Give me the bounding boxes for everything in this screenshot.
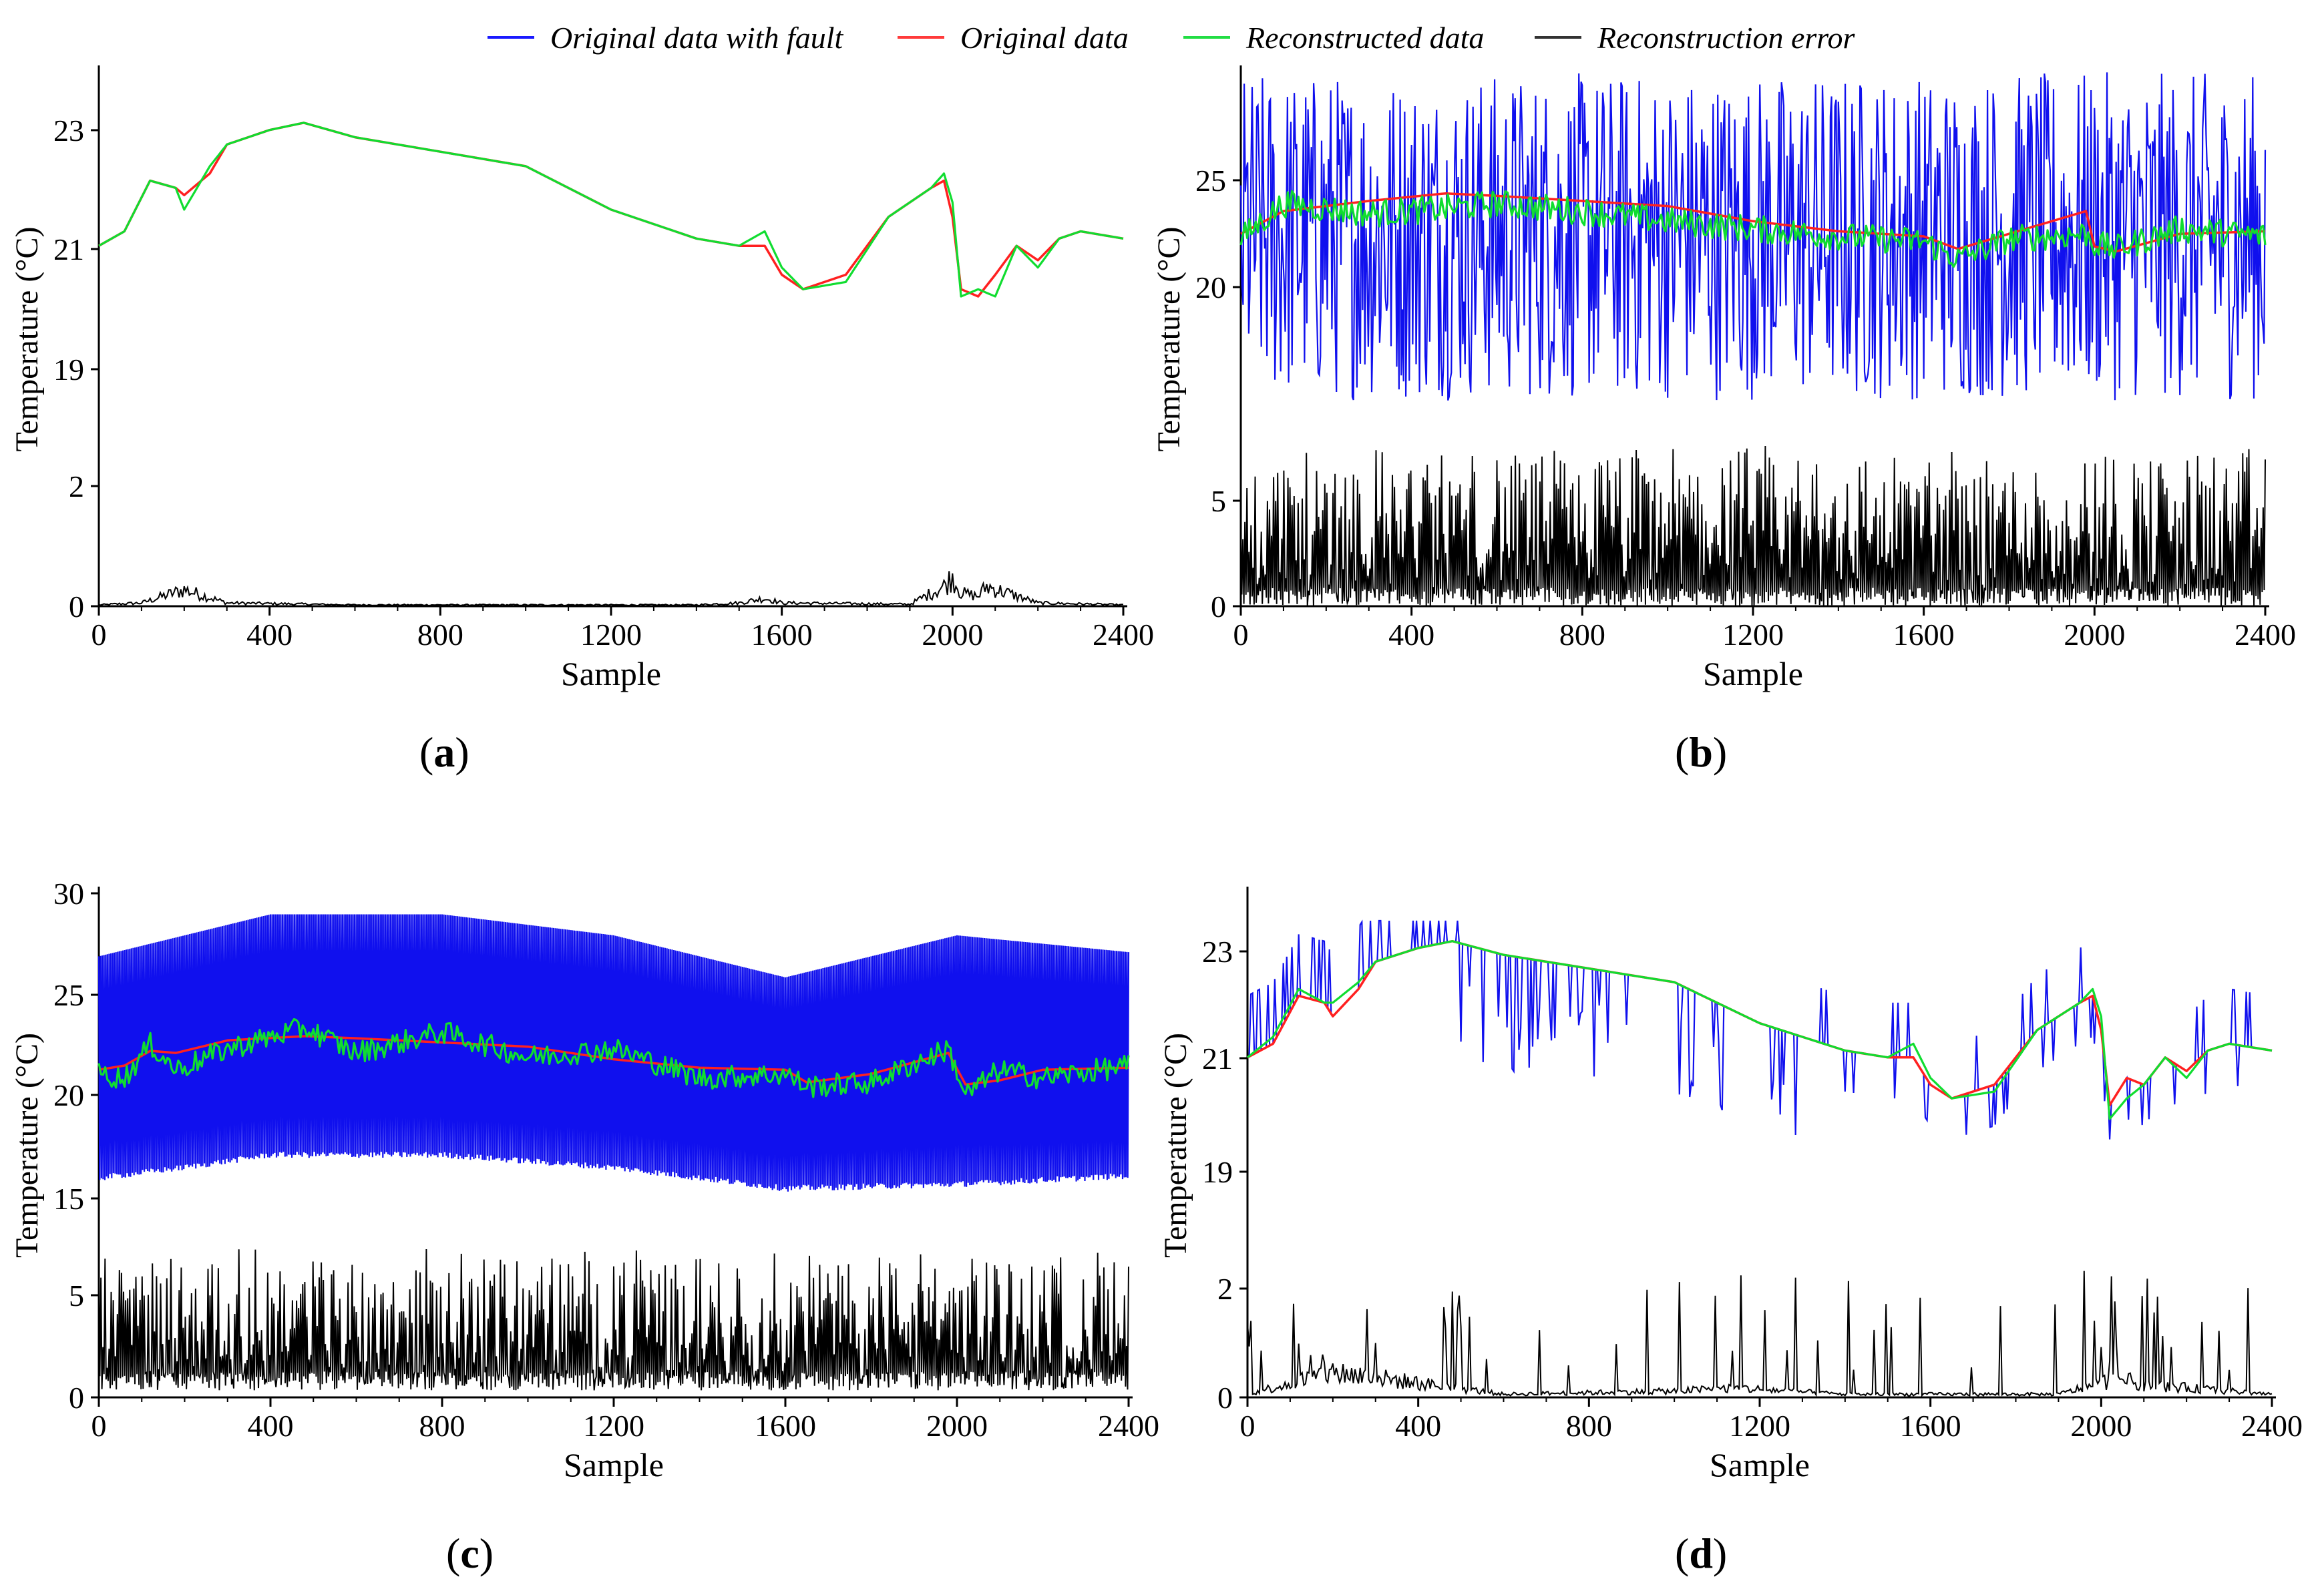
y-tick-label-b-0: 0 (1211, 590, 1226, 624)
panel-label-d: (d) (1675, 1530, 1728, 1577)
x-tick-label-a-1200: 1200 (580, 618, 642, 652)
x-tick-label-b-400: 400 (1388, 618, 1434, 652)
y-tick-label-d-2: 2 (1217, 1272, 1233, 1306)
x-tick-label-b-2000: 2000 (2064, 618, 2125, 652)
y-tick-label-a-23: 23 (53, 113, 84, 148)
x-tick-label-b-1600: 1600 (1893, 618, 1955, 652)
legend-entry-fault: Original data with fault (488, 17, 843, 57)
legend-entry-original: Original data (898, 17, 1129, 57)
y-tick-label-a-2: 2 (69, 469, 84, 503)
x-tick-label-b-1200: 1200 (1722, 618, 1784, 652)
panel-label-a: (a) (419, 728, 469, 776)
y-tick-label-a-21: 21 (53, 232, 84, 266)
x-tick-label-c-2400: 2400 (1098, 1409, 1159, 1443)
x-tick-label-b-0: 0 (1233, 618, 1249, 652)
x-tick-label-d-400: 400 (1395, 1409, 1441, 1443)
x-tick-label-d-1600: 1600 (1900, 1409, 1961, 1443)
legend-label-reconstructed: Reconstructed data (1246, 20, 1485, 55)
x-tick-label-a-2400: 2400 (1093, 618, 1154, 652)
x-tick-label-d-2000: 2000 (2070, 1409, 2132, 1443)
panel-label-b: (b) (1675, 728, 1728, 776)
x-axis-label-a: Sample (561, 655, 661, 692)
y-axis-label-b: Temperature (°C) (1151, 226, 1187, 451)
x-tick-label-c-800: 800 (419, 1409, 465, 1443)
y-tick-label-a-19: 19 (53, 353, 84, 387)
y-tick-label-c-15: 15 (53, 1182, 84, 1216)
legend-swatch-original (898, 36, 944, 39)
y-tick-label-d-21: 21 (1202, 1042, 1233, 1076)
y-axis-label-a: Temperature (°C) (9, 226, 45, 451)
x-tick-label-d-1200: 1200 (1729, 1409, 1790, 1443)
x-tick-label-a-400: 400 (246, 618, 293, 652)
x-tick-label-d-0: 0 (1240, 1409, 1255, 1443)
series-original-line-b (1240, 192, 2266, 253)
x-axis-label-c: Sample (564, 1446, 664, 1484)
panel-label-c: (c) (446, 1530, 494, 1577)
legend-label-error: Reconstruction error (1597, 20, 1855, 55)
y-tick-label-c-25: 25 (53, 978, 84, 1012)
legend-label-fault: Original data with fault (550, 20, 843, 55)
x-tick-label-a-800: 800 (417, 618, 463, 652)
legend-swatch-error (1535, 36, 1581, 39)
series-error-line-b (1240, 445, 2266, 607)
y-tick-label-b-20: 20 (1195, 270, 1226, 304)
y-tick-label-a-0: 0 (69, 590, 84, 624)
x-tick-label-b-800: 800 (1559, 618, 1605, 652)
series-error-line-a (98, 571, 1124, 607)
y-axis-label-d: Temperature (°C) (1158, 1033, 1193, 1258)
y-tick-label-d-0: 0 (1217, 1381, 1233, 1415)
x-tick-label-d-800: 800 (1566, 1409, 1612, 1443)
y-axis-label-c: Temperature (°C) (9, 1033, 45, 1258)
series-reconstructed-line-c (98, 1017, 1130, 1098)
legend-swatch-reconstructed (1183, 36, 1230, 39)
y-tick-label-c-0: 0 (69, 1381, 84, 1415)
x-tick-label-a-1600: 1600 (751, 618, 813, 652)
legend-entry-error: Reconstruction error (1535, 17, 1855, 57)
series-fault-line-c (98, 914, 1130, 1192)
y-tick-label-b-25: 25 (1195, 164, 1226, 198)
y-tick-label-b-5: 5 (1211, 484, 1226, 518)
x-axis-label-b: Sample (1703, 655, 1803, 692)
series-error-line-d (1247, 1271, 2273, 1397)
y-tick-label-c-30: 30 (53, 877, 84, 911)
series-reconstructed-line-d (1246, 940, 2273, 1120)
x-tick-label-c-2000: 2000 (926, 1409, 988, 1443)
series-original-line-c (98, 1035, 1129, 1086)
y-tick-label-c-5: 5 (69, 1279, 84, 1313)
x-tick-label-c-0: 0 (91, 1409, 107, 1443)
x-tick-label-c-1600: 1600 (755, 1409, 816, 1443)
series-original-line-a (98, 122, 1124, 298)
x-tick-label-a-0: 0 (91, 618, 107, 652)
y-tick-label-d-19: 19 (1202, 1155, 1233, 1189)
legend-swatch-fault (488, 36, 534, 39)
y-tick-label-c-20: 20 (53, 1078, 84, 1112)
y-tick-label-d-23: 23 (1202, 935, 1233, 969)
x-tick-label-c-400: 400 (248, 1409, 294, 1443)
series-fault-line-b (1239, 72, 2267, 401)
series-reconstructed-line-a (98, 122, 1124, 298)
x-tick-label-d-2400: 2400 (2241, 1409, 2303, 1443)
x-tick-label-c-1200: 1200 (583, 1409, 644, 1443)
x-axis-label-d: Sample (1710, 1446, 1810, 1484)
chart-legend: Original data with fault Original data R… (0, 0, 2324, 73)
x-tick-label-a-2000: 2000 (922, 618, 983, 652)
legend-entry-reconstructed: Reconstructed data (1183, 17, 1484, 57)
legend-label-original: Original data (960, 20, 1129, 55)
series-reconstructed-line-b (1239, 190, 2267, 268)
series-error-line-c (98, 1248, 1129, 1391)
x-tick-label-b-2400: 2400 (2235, 618, 2296, 652)
